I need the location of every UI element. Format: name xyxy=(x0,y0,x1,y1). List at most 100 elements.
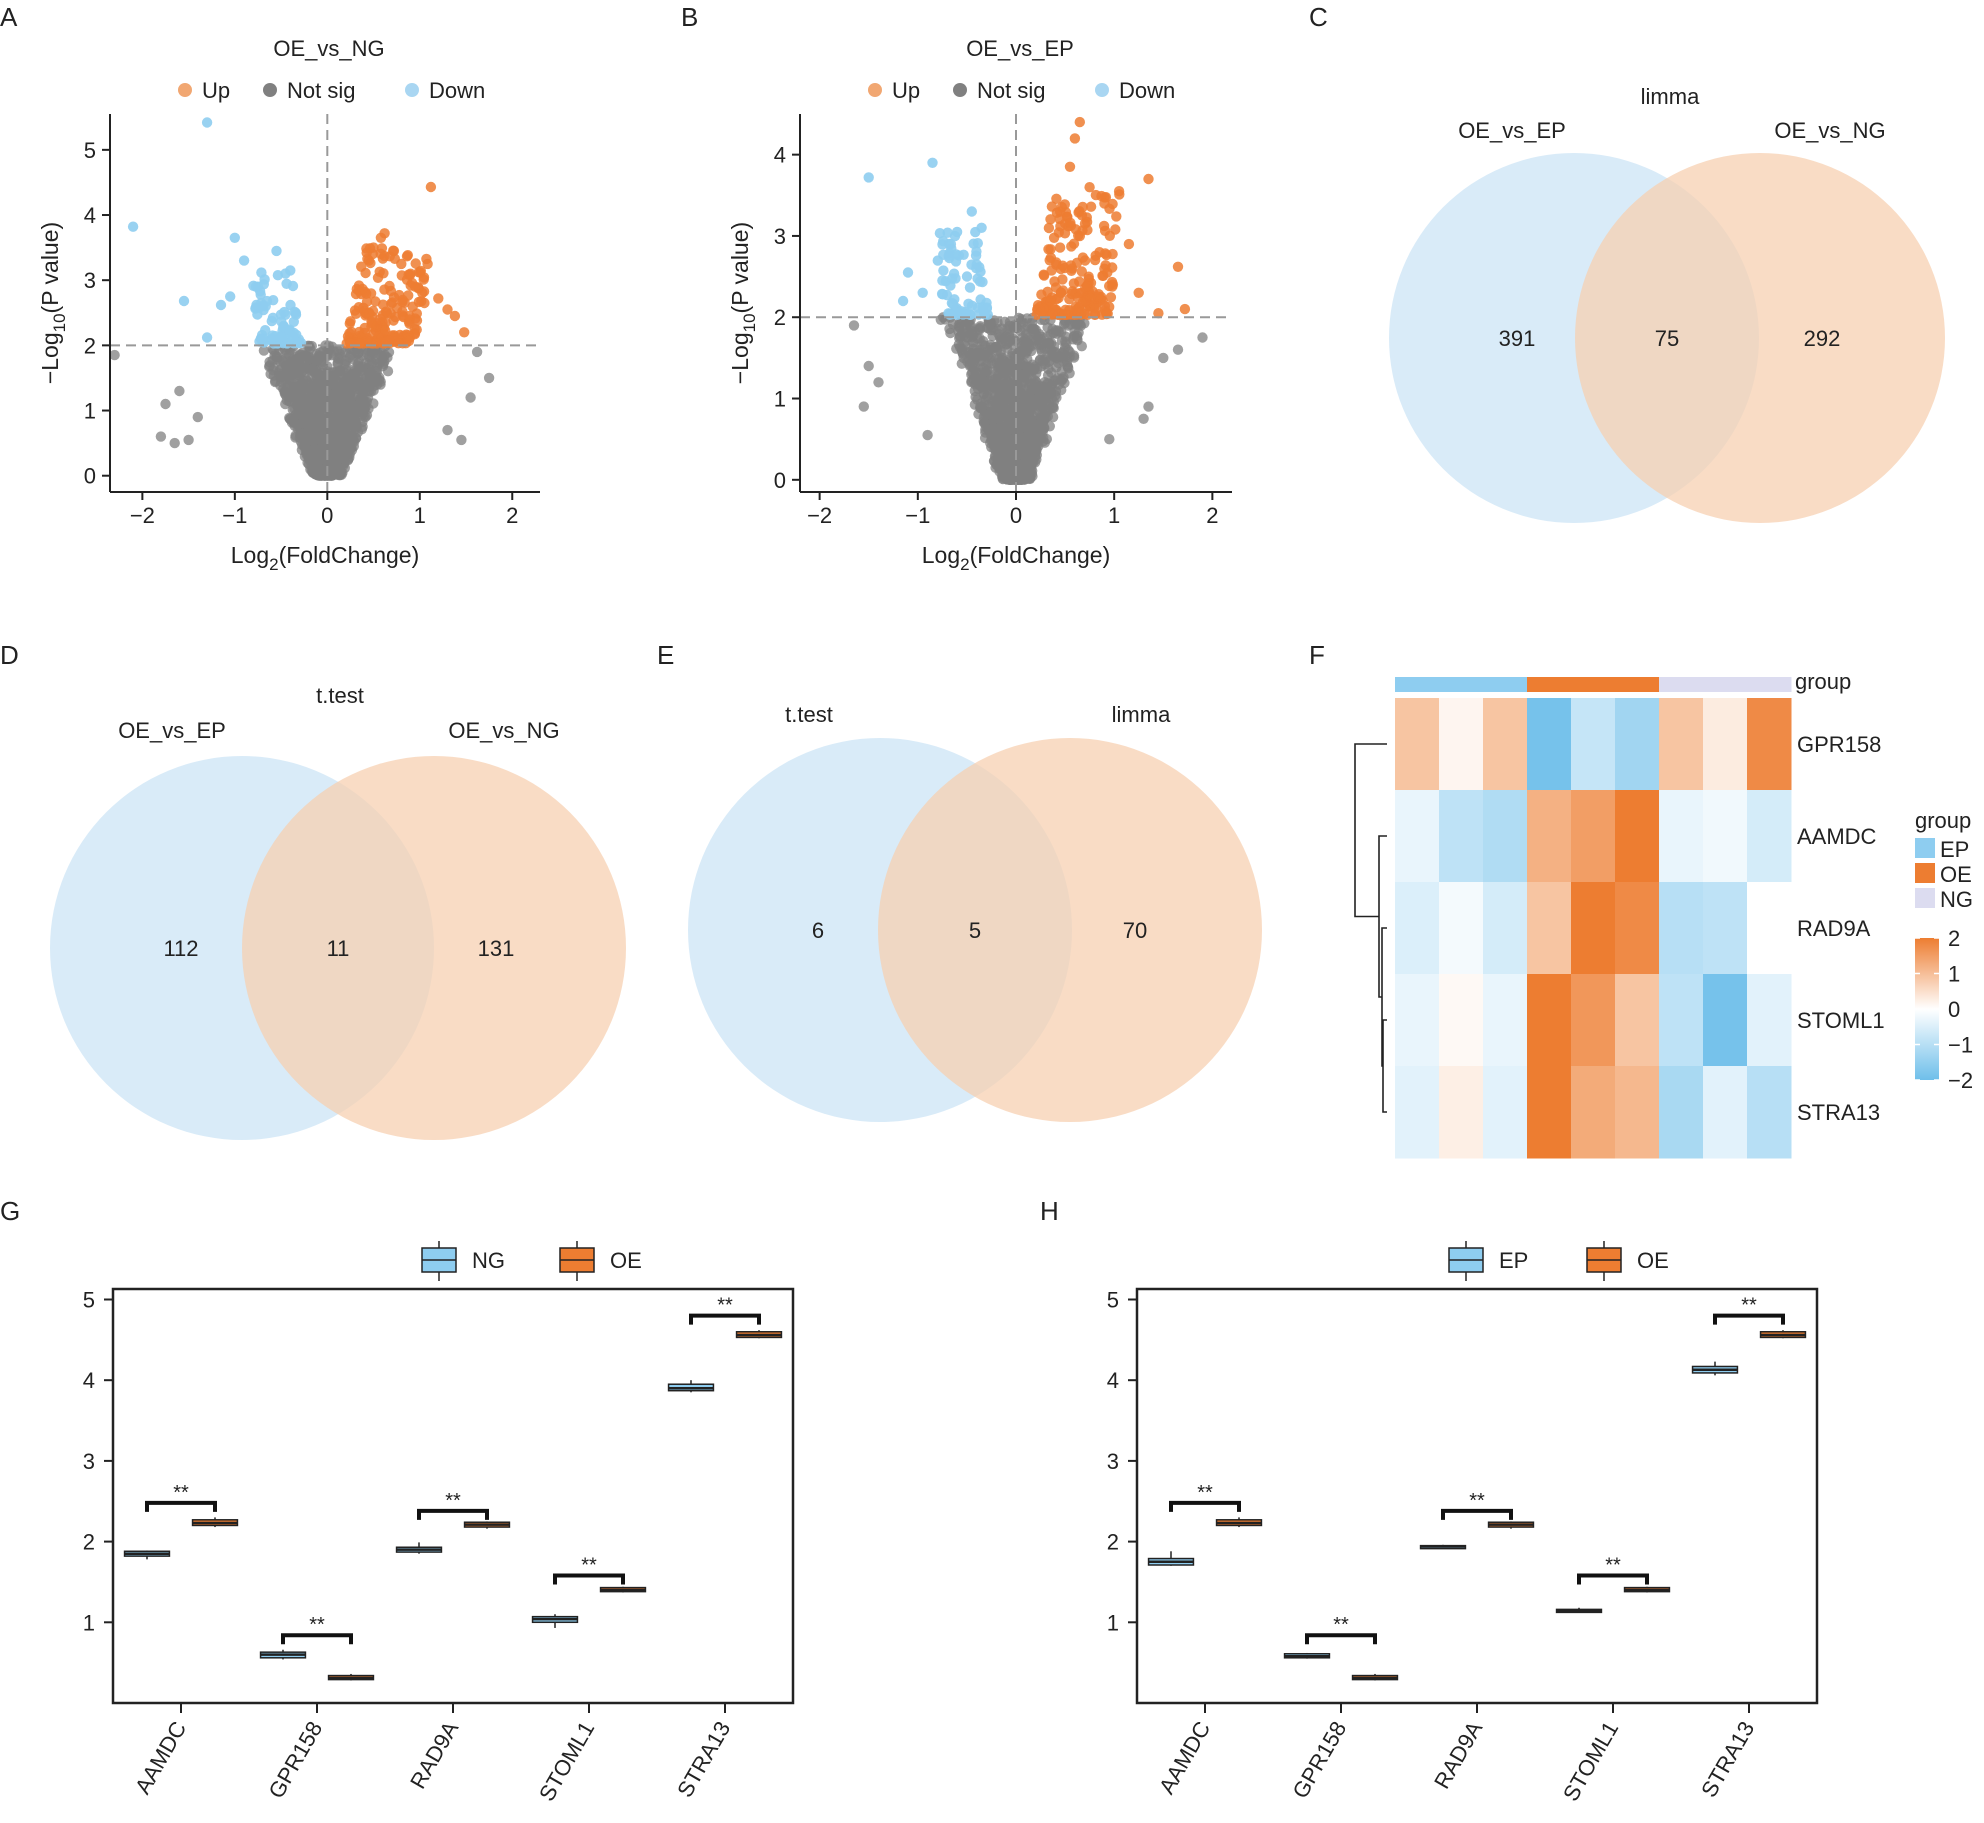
up-point xyxy=(1077,201,1088,213)
significance-label: ** xyxy=(1197,1482,1213,1504)
up-point xyxy=(387,297,398,308)
not-sig-point xyxy=(1012,385,1024,396)
x-tick-label: 1 xyxy=(414,503,426,528)
down-point xyxy=(976,222,987,233)
up-point xyxy=(1133,287,1144,298)
dendrogram-branch xyxy=(1378,835,1387,998)
up-point xyxy=(1104,230,1116,241)
legend-marker-down xyxy=(405,83,419,97)
significance-bracket xyxy=(689,1313,761,1325)
not-sig-point xyxy=(1023,426,1035,438)
up-point xyxy=(1076,266,1088,277)
group-bar-cell-oe xyxy=(1571,677,1616,692)
down-point xyxy=(287,280,299,292)
venn-d: t.test OE_vs_EP OE_vs_NG 112 11 131 xyxy=(50,683,626,1140)
not-sig-point xyxy=(311,444,322,455)
up-point xyxy=(1055,287,1067,299)
venn-count-intersection: 75 xyxy=(1655,326,1679,351)
heatmap-cell xyxy=(1703,790,1748,883)
boxplot-g: 1 2 3 4 5 AAMDC ** GPR158 ** RAD9A ** STOML1 ** STRA1… xyxy=(83,1241,795,1805)
up-point xyxy=(363,255,375,266)
venn-count-left: 391 xyxy=(1499,326,1536,351)
not-sig-point xyxy=(358,380,369,391)
panel-label-e: E xyxy=(657,640,674,670)
not-sig-point xyxy=(998,457,1009,469)
panel-label-a: A xyxy=(0,2,18,32)
x-tick-label: −1 xyxy=(222,503,247,528)
not-sig-point xyxy=(1022,362,1033,373)
not-sig-point xyxy=(442,424,453,436)
up-point xyxy=(1036,289,1047,300)
dendrogram-branch xyxy=(1354,743,1387,918)
down-point xyxy=(897,295,909,307)
y-tick-label: 2 xyxy=(83,1530,95,1555)
up-point xyxy=(449,310,461,322)
down-point xyxy=(966,206,977,217)
not-sig-point xyxy=(382,366,394,377)
down-point xyxy=(260,325,271,336)
not-sig-point xyxy=(989,408,1000,419)
heatmap-cell xyxy=(1747,1066,1792,1159)
up-point xyxy=(1051,257,1062,268)
up-point xyxy=(425,181,437,193)
not-sig-point xyxy=(340,436,352,448)
up-point xyxy=(396,270,407,281)
x-tick-label: RAD9A xyxy=(1429,1717,1487,1793)
not-sig-point xyxy=(349,420,361,431)
down-point xyxy=(938,265,949,276)
legend-label: OE xyxy=(610,1248,642,1273)
down-point xyxy=(278,320,289,332)
not-sig-point xyxy=(1143,401,1154,412)
not-sig-point xyxy=(320,371,331,383)
up-point xyxy=(356,261,367,272)
y-tick-label: 4 xyxy=(84,203,96,228)
up-point xyxy=(379,325,391,336)
down-point xyxy=(947,298,959,310)
heatmap-cell xyxy=(1527,698,1572,791)
up-point xyxy=(1077,225,1088,236)
not-sig-point xyxy=(1197,332,1208,343)
up-point xyxy=(362,335,373,346)
legend-title: group xyxy=(1915,808,1971,833)
heatmap-cell xyxy=(1615,698,1660,791)
not-sig-point xyxy=(1038,416,1049,427)
up-point xyxy=(1084,182,1095,193)
venn-set-label-right: OE_vs_NG xyxy=(448,718,559,743)
not-sig-point xyxy=(258,345,270,356)
up-point xyxy=(388,245,400,257)
down-point xyxy=(950,308,962,319)
scale-tick-label: 0 xyxy=(1948,997,1960,1022)
not-sig-point xyxy=(1025,460,1037,472)
up-point xyxy=(1074,116,1086,128)
up-point xyxy=(410,258,421,269)
not-sig-point xyxy=(989,430,1001,441)
up-point xyxy=(1107,198,1118,210)
down-point xyxy=(259,274,270,285)
down-point xyxy=(279,306,290,318)
heatmap-cell xyxy=(1571,790,1616,883)
up-point xyxy=(375,232,387,243)
down-point xyxy=(266,315,277,327)
significance-bracket xyxy=(1577,1573,1649,1585)
y-tick-label: 3 xyxy=(1107,1449,1119,1474)
not-sig-point xyxy=(1029,448,1041,460)
down-point xyxy=(863,172,874,183)
up-point xyxy=(359,322,370,334)
heatmap-cell xyxy=(1615,974,1660,1067)
legend-marker-not-sig xyxy=(263,83,277,97)
up-point xyxy=(415,267,426,278)
x-tick-label: AAMDC xyxy=(130,1717,191,1798)
dendrogram-branch xyxy=(1382,1019,1387,1113)
up-point xyxy=(377,299,389,310)
y-axis-label: −Log10(P value) xyxy=(727,222,759,384)
heatmap-row-label: STOML1 xyxy=(1797,1008,1885,1033)
y-axis-label-main: −Log xyxy=(37,332,63,384)
not-sig-point xyxy=(293,403,304,415)
group-bar-cell-ep xyxy=(1439,677,1484,692)
not-sig-point xyxy=(288,417,300,428)
not-sig-point xyxy=(327,379,339,390)
not-sig-point xyxy=(1071,333,1083,344)
up-point xyxy=(1094,247,1105,258)
down-point xyxy=(917,287,928,298)
heatmap-cell xyxy=(1439,974,1484,1067)
